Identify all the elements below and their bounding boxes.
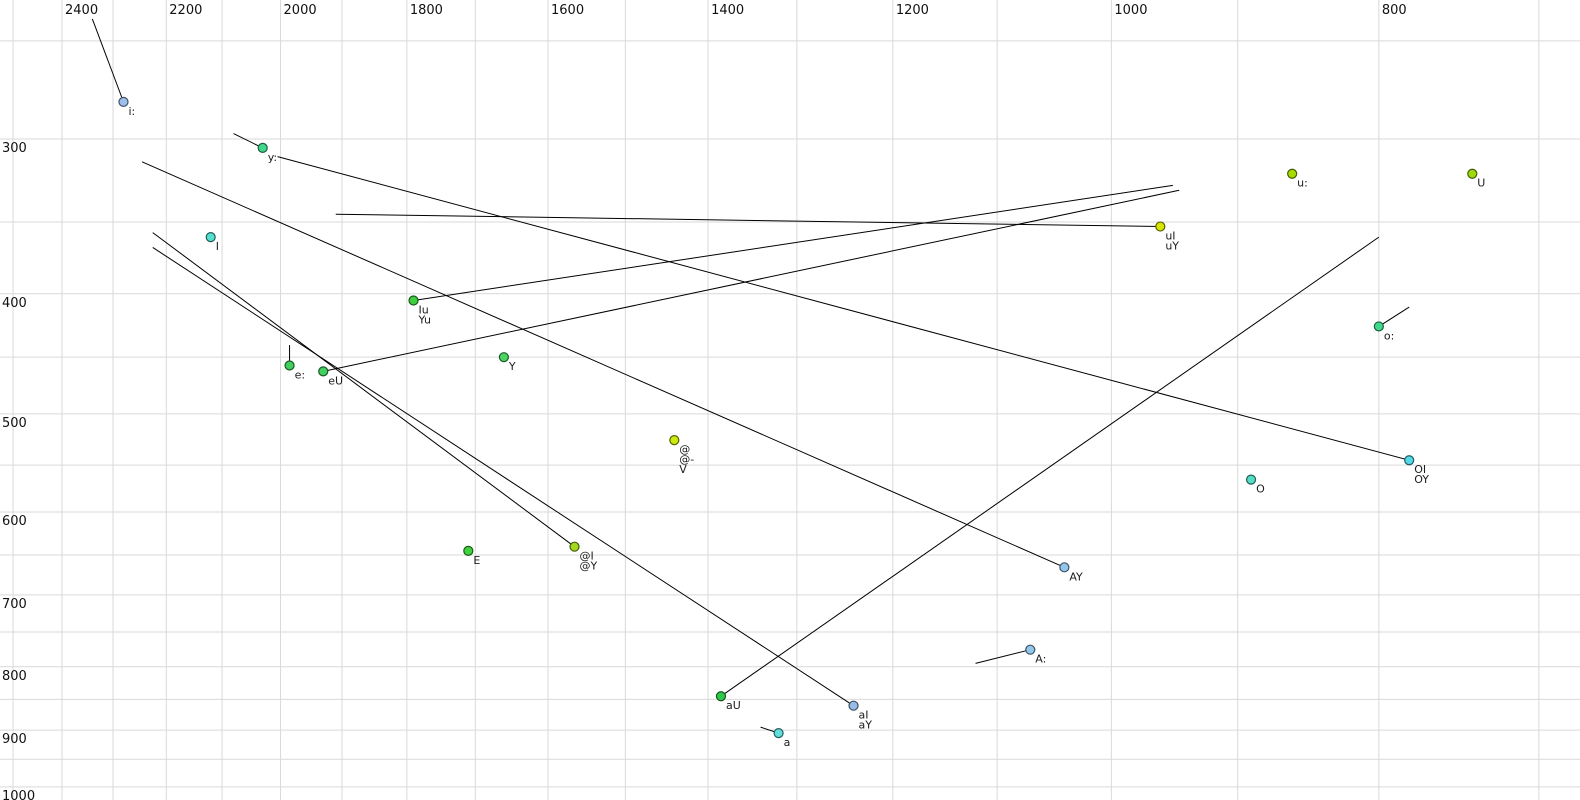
vowel-label-aU: aU xyxy=(726,699,741,712)
x-tick-label-2200: 2200 xyxy=(169,3,202,18)
vowel-dot-uI xyxy=(1155,221,1166,232)
vowel-dot-E xyxy=(463,545,474,556)
vowel-dot-eU xyxy=(318,366,329,377)
vowel-dot-e: xyxy=(284,360,295,371)
vowel-label-uY: uY xyxy=(1165,240,1179,253)
vowel-label-V: V xyxy=(679,463,687,476)
vowel-label-@: @ xyxy=(679,443,690,456)
vowel-dot-o: xyxy=(1373,321,1384,332)
vowel-label-@I: @I xyxy=(580,550,594,563)
y-tick-label-900: 900 xyxy=(2,732,27,747)
trajectory-line-y: xyxy=(233,133,263,149)
trajectory-line-Iu xyxy=(413,184,1173,301)
vowel-label-@-: @- xyxy=(679,453,694,466)
trajectory-line-aU xyxy=(720,236,1380,697)
trajectory-line-uI xyxy=(335,213,1161,228)
vowel-label-e:: e: xyxy=(295,368,305,381)
x-tick-label-1600: 1600 xyxy=(551,3,584,18)
vowel-label-U: U xyxy=(1477,177,1485,190)
vowel-label-OI: OI xyxy=(1414,463,1426,476)
vowel-label-o:: o: xyxy=(1384,329,1394,342)
y-tick-label-500: 500 xyxy=(2,416,27,431)
x-tick-label-1000: 1000 xyxy=(1114,3,1147,18)
vowel-dot-aU xyxy=(715,691,727,702)
x-tick-label-1800: 1800 xyxy=(410,3,443,18)
y-tick-label-800: 800 xyxy=(2,669,27,684)
vowel-label-AY: AY xyxy=(1069,570,1083,583)
vowel-dot-@ xyxy=(669,435,680,446)
x-tick-label-2000: 2000 xyxy=(284,3,317,18)
x-tick-label-1400: 1400 xyxy=(711,3,744,18)
vowel-label-i:: i: xyxy=(128,105,135,118)
trajectory-line-eU xyxy=(323,189,1180,372)
vowel-label-y:: y: xyxy=(268,151,277,164)
trajectory-line-@I xyxy=(152,232,575,548)
vowel-dot-I xyxy=(205,232,216,243)
vowel-label-u:: u: xyxy=(1297,177,1308,190)
vowel-label-Iu: Iu xyxy=(419,303,429,316)
trajectory-line-AY xyxy=(141,161,1065,568)
vowel-label-A:: A: xyxy=(1035,653,1046,666)
vowel-dot-aI xyxy=(848,700,859,711)
x-tick-label-800: 800 xyxy=(1382,3,1407,18)
vowel-label-a: a xyxy=(784,736,791,749)
vowel-label-O: O xyxy=(1256,483,1265,496)
vowel-label-Yu: Yu xyxy=(418,313,431,326)
trajectory-line-A: xyxy=(975,649,1031,664)
vowel-label-eU: eU xyxy=(328,374,343,387)
vowel-label-I: I xyxy=(216,240,219,253)
vowel-dot-@I xyxy=(569,541,580,552)
y-tick-label-600: 600 xyxy=(2,514,27,529)
vowel-dot-A: xyxy=(1025,644,1036,655)
vowel-dot-AY xyxy=(1059,562,1070,573)
vowel-dot-U xyxy=(1467,168,1478,179)
vowel-dot-a xyxy=(773,728,784,739)
y-tick-label-300: 300 xyxy=(2,141,27,156)
vowel-label-aY: aY xyxy=(859,719,873,732)
vowel-label-E: E xyxy=(473,554,480,567)
vowel-label-Y: Y xyxy=(508,360,516,373)
trajectory-line-aI xyxy=(152,247,854,707)
x-tick-label-2400: 2400 xyxy=(65,3,98,18)
vowel-dot-y: xyxy=(257,142,268,153)
vowel-label-OY: OY xyxy=(1414,473,1429,486)
y-tick-label-400: 400 xyxy=(2,296,27,311)
trajectory-line-o: xyxy=(1378,306,1410,327)
vowel-dot-O xyxy=(1245,474,1257,485)
vowel-dot-Y xyxy=(498,352,509,363)
vowel-dot-OI xyxy=(1404,455,1415,466)
trajectory-line-OI xyxy=(277,156,1410,461)
vowel-label-aI: aI xyxy=(859,709,869,722)
vowel-label-uI: uI xyxy=(1165,230,1175,243)
trajectory-line-i: xyxy=(91,18,124,103)
y-tick-label-700: 700 xyxy=(2,597,27,612)
vowel-label-@Y: @Y xyxy=(580,560,598,573)
y-tick-label-1000: 1000 xyxy=(2,789,35,800)
vowel-dot-u: xyxy=(1287,168,1298,179)
x-tick-label-1200: 1200 xyxy=(896,3,929,18)
vowel-dot-i: xyxy=(118,96,129,107)
vowel-dot-Iu xyxy=(408,295,419,306)
